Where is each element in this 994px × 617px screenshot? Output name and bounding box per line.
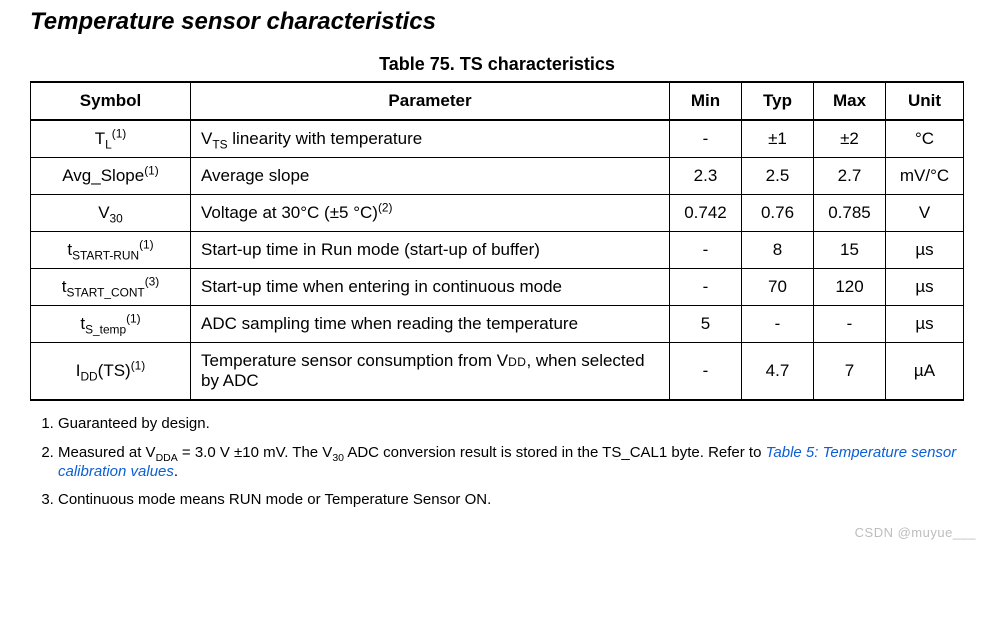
cell-symbol: tS_temp(1): [31, 306, 191, 343]
footnote-2: Measured at VDDA = 3.0 V ±10 mV. The V30…: [58, 444, 964, 482]
cell-min: -: [670, 120, 742, 158]
footnotes: Guaranteed by design. Measured at VDDA =…: [30, 415, 964, 510]
cell-symbol: IDD(TS)(1): [31, 343, 191, 401]
table-row: Avg_Slope(1)Average slope2.32.52.7mV/°C: [31, 158, 964, 195]
cell-typ: 4.7: [742, 343, 814, 401]
cell-min: -: [670, 232, 742, 269]
table-row: tSTART-RUN(1)Start-up time in Run mode (…: [31, 232, 964, 269]
table-row: tS_temp(1)ADC sampling time when reading…: [31, 306, 964, 343]
cell-parameter: VTS linearity with temperature: [191, 120, 670, 158]
cell-symbol: Avg_Slope(1): [31, 158, 191, 195]
col-symbol: Symbol: [31, 82, 191, 120]
cell-typ: 8: [742, 232, 814, 269]
cell-unit: mV/°C: [886, 158, 964, 195]
cell-symbol: tSTART-RUN(1): [31, 232, 191, 269]
table-caption: Table 75. TS characteristics: [30, 54, 964, 75]
col-min: Min: [670, 82, 742, 120]
cell-max: -: [814, 306, 886, 343]
cell-max: 120: [814, 269, 886, 306]
cell-typ: 2.5: [742, 158, 814, 195]
footnote-3: Continuous mode means RUN mode or Temper…: [58, 491, 964, 510]
cell-min: -: [670, 343, 742, 401]
cell-parameter: Voltage at 30°C (±5 °C)(2): [191, 195, 670, 232]
cell-unit: °C: [886, 120, 964, 158]
section-title: Temperature sensor characteristics: [30, 8, 964, 36]
cell-unit: µs: [886, 269, 964, 306]
cell-unit: V: [886, 195, 964, 232]
table-row: V30Voltage at 30°C (±5 °C)(2)0.7420.760.…: [31, 195, 964, 232]
page: Temperature sensor characteristics Table…: [0, 0, 994, 550]
cell-symbol: TL(1): [31, 120, 191, 158]
cell-typ: ±1: [742, 120, 814, 158]
cell-min: -: [670, 269, 742, 306]
col-max: Max: [814, 82, 886, 120]
cell-min: 5: [670, 306, 742, 343]
cell-max: 7: [814, 343, 886, 401]
cell-parameter: Average slope: [191, 158, 670, 195]
cell-parameter: Start-up time when entering in continuou…: [191, 269, 670, 306]
cell-min: 2.3: [670, 158, 742, 195]
cell-parameter: Start-up time in Run mode (start-up of b…: [191, 232, 670, 269]
cell-typ: 70: [742, 269, 814, 306]
cell-parameter: ADC sampling time when reading the tempe…: [191, 306, 670, 343]
col-unit: Unit: [886, 82, 964, 120]
watermark: CSDN @muyue___: [855, 525, 976, 540]
cell-symbol: V30: [31, 195, 191, 232]
table-row: TL(1)VTS linearity with temperature-±1±2…: [31, 120, 964, 158]
cell-typ: -: [742, 306, 814, 343]
cell-unit: µs: [886, 306, 964, 343]
col-parameter: Parameter: [191, 82, 670, 120]
cell-unit: µs: [886, 232, 964, 269]
cell-parameter: Temperature sensor consumption from VDD,…: [191, 343, 670, 401]
table-row: IDD(TS)(1)Temperature sensor consumption…: [31, 343, 964, 401]
cell-unit: µA: [886, 343, 964, 401]
table-row: tSTART_CONT(3)Start-up time when enterin…: [31, 269, 964, 306]
col-typ: Typ: [742, 82, 814, 120]
cell-max: 0.785: [814, 195, 886, 232]
cell-min: 0.742: [670, 195, 742, 232]
cell-symbol: tSTART_CONT(3): [31, 269, 191, 306]
cell-typ: 0.76: [742, 195, 814, 232]
characteristics-table: Symbol Parameter Min Typ Max Unit TL(1)V…: [30, 81, 964, 401]
cell-max: 2.7: [814, 158, 886, 195]
table-header-row: Symbol Parameter Min Typ Max Unit: [31, 82, 964, 120]
footnote-1: Guaranteed by design.: [58, 415, 964, 434]
cell-max: 15: [814, 232, 886, 269]
cell-max: ±2: [814, 120, 886, 158]
table-body: TL(1)VTS linearity with temperature-±1±2…: [31, 120, 964, 400]
